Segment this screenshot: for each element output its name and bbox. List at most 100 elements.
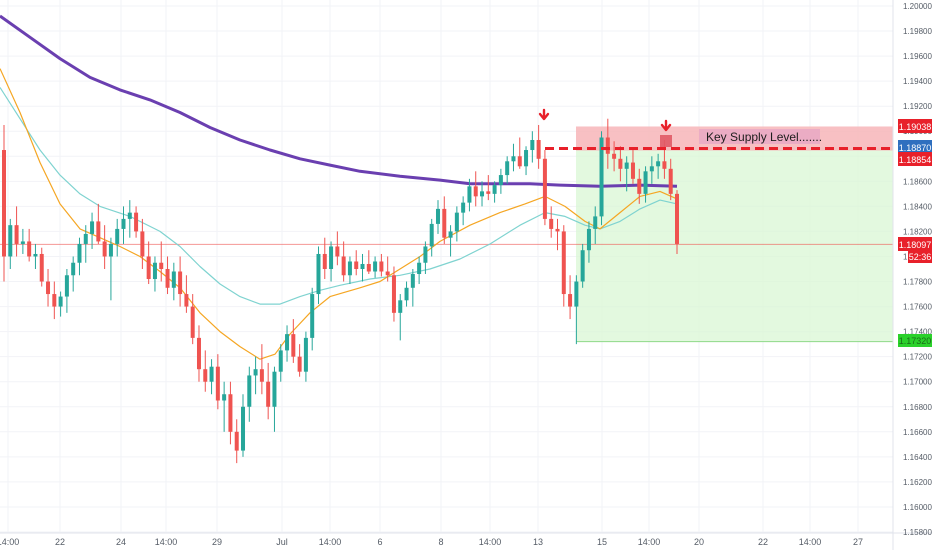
candle-body (461, 202, 466, 213)
candle (77, 237, 82, 276)
candle (536, 124, 541, 169)
candle (159, 241, 164, 282)
y-tick-label: 1.19200 (903, 102, 932, 111)
marker-square (660, 135, 672, 147)
candle (203, 350, 208, 392)
candle (115, 218, 120, 257)
candle-body (272, 371, 277, 407)
candle (316, 246, 321, 305)
candle (366, 250, 371, 275)
x-tick-label: 14:00 (319, 537, 342, 547)
candle-body (505, 161, 510, 176)
candles (2, 118, 679, 464)
candle-body (404, 287, 409, 301)
candle-body (624, 162, 629, 169)
candle-body (291, 334, 296, 357)
candle-body (586, 228, 591, 251)
candle-body (329, 246, 334, 269)
candle (335, 231, 340, 266)
candle-body (649, 166, 654, 172)
candle-body (366, 263, 371, 272)
candle-body (480, 191, 485, 197)
candle (461, 196, 466, 226)
candle-body (599, 137, 604, 217)
supply-top-label-bg (898, 119, 932, 133)
x-tick-label: 22 (55, 537, 65, 547)
candle-body (39, 253, 44, 282)
candle (152, 256, 157, 292)
candle-body (266, 381, 271, 407)
candle (385, 256, 390, 282)
candle-body (498, 175, 503, 186)
candle-body (108, 243, 113, 257)
candle (574, 275, 579, 345)
down-arrow-icon (538, 108, 550, 121)
candle-body (127, 212, 132, 219)
candle (209, 359, 214, 395)
candle (517, 137, 522, 169)
candle (404, 281, 409, 307)
candle-body (511, 156, 516, 162)
candle (498, 168, 503, 194)
x-tick-label: 15 (597, 537, 607, 547)
candle-body (580, 250, 585, 282)
y-tick-label: 1.17000 (903, 378, 932, 387)
moving-averages (0, 14, 678, 360)
price-axis[interactable]: 1.200001.198001.196001.194001.192001.190… (903, 2, 932, 537)
supply-bottom-label-bg (898, 152, 932, 166)
candle (33, 243, 38, 269)
candle (291, 319, 296, 363)
x-tick-label: 14:00 (638, 537, 661, 547)
candle (530, 131, 535, 163)
candle (102, 225, 107, 269)
candle-body (27, 241, 32, 257)
candle (524, 146, 529, 176)
candle-body (473, 186, 478, 197)
candle-body (190, 306, 195, 338)
candle (278, 344, 283, 382)
candle-body (379, 261, 384, 272)
candle (599, 131, 604, 226)
y-tick-label: 1.19600 (903, 52, 932, 61)
candle-body (152, 262, 157, 280)
candle (649, 156, 654, 184)
candle-body (316, 253, 321, 295)
candle-body (102, 241, 107, 257)
candle-body (96, 221, 101, 242)
y-tick-label: 1.19400 (903, 77, 932, 86)
candle (71, 256, 76, 292)
candle (259, 344, 264, 395)
candle-body (140, 231, 145, 257)
candle-body (178, 271, 183, 295)
y-tick-label: 1.16600 (903, 428, 932, 437)
candle (605, 118, 610, 169)
candle (442, 196, 447, 244)
candle (272, 366, 277, 432)
time-axis[interactable]: 14:00 22 24 14:00 29 Jul 14:00 6 8 14:00 13 15 14:00… (0, 537, 863, 547)
y-tick-label: 1.16400 (903, 453, 932, 462)
candle (668, 158, 673, 201)
candle-body (618, 158, 623, 169)
x-tick-label: 29 (212, 537, 222, 547)
candle-body (20, 241, 25, 244)
candle-body (643, 171, 648, 194)
candle-body (14, 225, 19, 244)
candle (64, 269, 69, 313)
candle-body (234, 431, 239, 451)
candle-body (2, 150, 6, 257)
candle (108, 237, 113, 301)
candle-body (536, 140, 541, 159)
annotation-bg (699, 129, 820, 144)
y-tick-label: 1.20000 (903, 2, 932, 11)
candle-body (278, 350, 283, 372)
candle-body (285, 334, 290, 351)
candle-body (524, 150, 529, 167)
candle-body (542, 158, 547, 219)
entry-label: 1.18870 (899, 143, 932, 153)
last-price-label: 1.18097 (899, 240, 932, 250)
candle-body (171, 271, 176, 288)
candle (178, 256, 183, 307)
candle (228, 381, 233, 445)
